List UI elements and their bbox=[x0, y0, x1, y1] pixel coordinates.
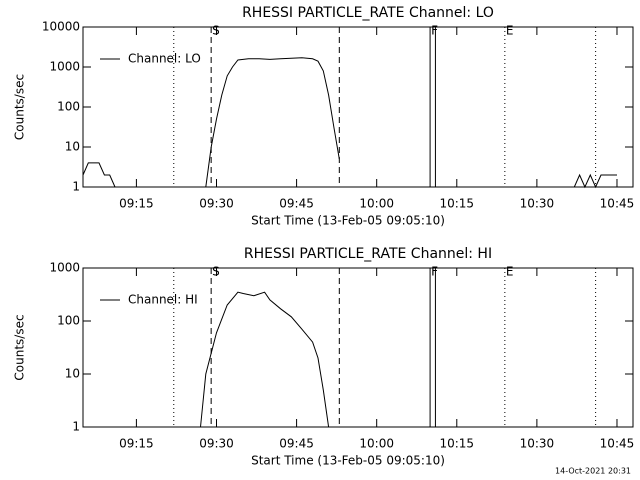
legend-label: Channel: HI bbox=[128, 293, 198, 307]
x-tick-label: 10:15 bbox=[439, 197, 474, 211]
x-tick-label: 10:15 bbox=[439, 437, 474, 451]
y-tick-label: 1000 bbox=[49, 60, 80, 74]
x-tick-label: 09:45 bbox=[279, 437, 314, 451]
timestamp: 14-Oct-2021 20:31 bbox=[555, 467, 631, 476]
event-label: E bbox=[506, 24, 514, 38]
x-tick-label: 09:45 bbox=[279, 197, 314, 211]
data-line bbox=[200, 291, 330, 428]
y-tick-label: 10 bbox=[65, 140, 80, 154]
event-label: S bbox=[212, 24, 220, 38]
x-tick-label: 10:00 bbox=[359, 437, 394, 451]
chart-title: RHESSI PARTICLE_RATE Channel: HI bbox=[244, 246, 492, 262]
x-axis-label: Start Time (13-Feb-05 09:05:10) bbox=[251, 214, 445, 228]
event-label: F bbox=[431, 265, 438, 279]
y-tick-label: 1 bbox=[72, 420, 80, 434]
event-label: S bbox=[212, 265, 220, 279]
event-label: F bbox=[431, 24, 438, 38]
data-line bbox=[82, 57, 617, 189]
y-tick-label: 10000 bbox=[42, 20, 80, 34]
plot-frame bbox=[82, 267, 634, 428]
y-tick-label: 1000 bbox=[49, 261, 80, 275]
y-tick-label: 100 bbox=[57, 314, 80, 328]
y-tick-label: 10 bbox=[65, 367, 80, 381]
x-tick-label: 10:00 bbox=[359, 197, 394, 211]
legend-label: Channel: LO bbox=[128, 52, 201, 66]
x-axis-label: Start Time (13-Feb-05 09:05:10) bbox=[251, 454, 445, 468]
x-tick-label: 10:30 bbox=[520, 197, 555, 211]
y-tick-label: 1 bbox=[72, 180, 80, 194]
event-label: E bbox=[506, 265, 514, 279]
x-tick-label: 09:30 bbox=[199, 197, 234, 211]
x-tick-label: 10:30 bbox=[520, 437, 555, 451]
y-tick-label: 100 bbox=[57, 100, 80, 114]
x-tick-label: 09:30 bbox=[199, 437, 234, 451]
y-axis-label: Counts/sec bbox=[13, 74, 27, 140]
x-tick-label: 09:15 bbox=[119, 197, 154, 211]
chart-title: RHESSI PARTICLE_RATE Channel: LO bbox=[242, 5, 494, 21]
y-axis-label: Counts/sec bbox=[13, 314, 27, 380]
x-tick-label: 09:15 bbox=[119, 437, 154, 451]
x-tick-label: 10:45 bbox=[600, 197, 635, 211]
x-tick-label: 10:45 bbox=[600, 437, 635, 451]
